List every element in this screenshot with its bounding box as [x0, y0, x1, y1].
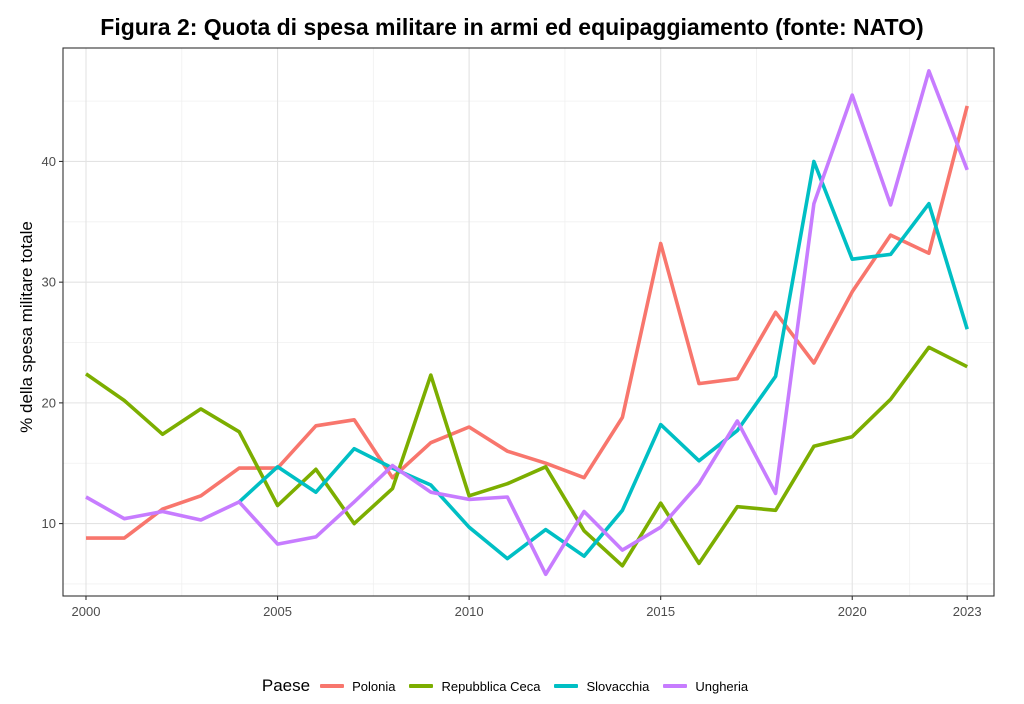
- x-tick-label: 2015: [646, 604, 675, 619]
- legend-item-ungheria: Ungheria: [663, 679, 748, 694]
- major-gridlines: [63, 48, 994, 596]
- x-tick-label: 2020: [838, 604, 867, 619]
- y-tick-label: 40: [42, 154, 56, 169]
- x-tick-label: 2023: [953, 604, 982, 619]
- series-lines: [84, 69, 969, 577]
- y-tick-label: 20: [42, 395, 56, 410]
- y-tick-label: 30: [42, 275, 56, 290]
- legend: Paese Polonia Repubblica Ceca Slovacchia…: [0, 676, 1024, 696]
- y-axis: 10 20 30 40: [42, 154, 63, 531]
- y-tick-label: 10: [42, 516, 56, 531]
- legend-label-ungheria: Ungheria: [695, 678, 749, 694]
- legend-item-repubblica-ceca: Repubblica Ceca: [409, 679, 540, 694]
- legend-title: Paese: [261, 676, 311, 695]
- legend-item-slovacchia: Slovacchia: [554, 679, 649, 694]
- legend-swatch-slovacchia: [554, 684, 579, 688]
- chart-title: Figura 2: Quota di spesa militare in arm…: [100, 14, 924, 40]
- plot-panel-background: [63, 48, 994, 596]
- legend-label-polonia: Polonia: [352, 678, 396, 694]
- legend-swatch-repubblica-ceca: [409, 684, 434, 688]
- legend-swatch-polonia: [320, 684, 345, 688]
- x-axis: 2000 2005 2010 2015 2020 2023: [72, 596, 982, 619]
- plot-panel-border: [62, 47, 995, 597]
- series-line-polonia: [86, 105, 969, 540]
- legend-item-polonia: Polonia: [320, 679, 395, 694]
- legend-label-repubblica-ceca: Repubblica Ceca: [441, 678, 541, 694]
- series-line-ungheria: [85, 69, 969, 577]
- x-tick-label: 2005: [263, 604, 292, 619]
- series-line-repubblica-ceca: [84, 345, 969, 568]
- legend-label-slovacchia: Slovacchia: [586, 678, 650, 694]
- x-tick-label: 2000: [72, 604, 101, 619]
- legend-swatch-ungheria: [663, 684, 688, 688]
- x-tick-label: 2010: [455, 604, 484, 619]
- minor-gridlines: [63, 48, 994, 596]
